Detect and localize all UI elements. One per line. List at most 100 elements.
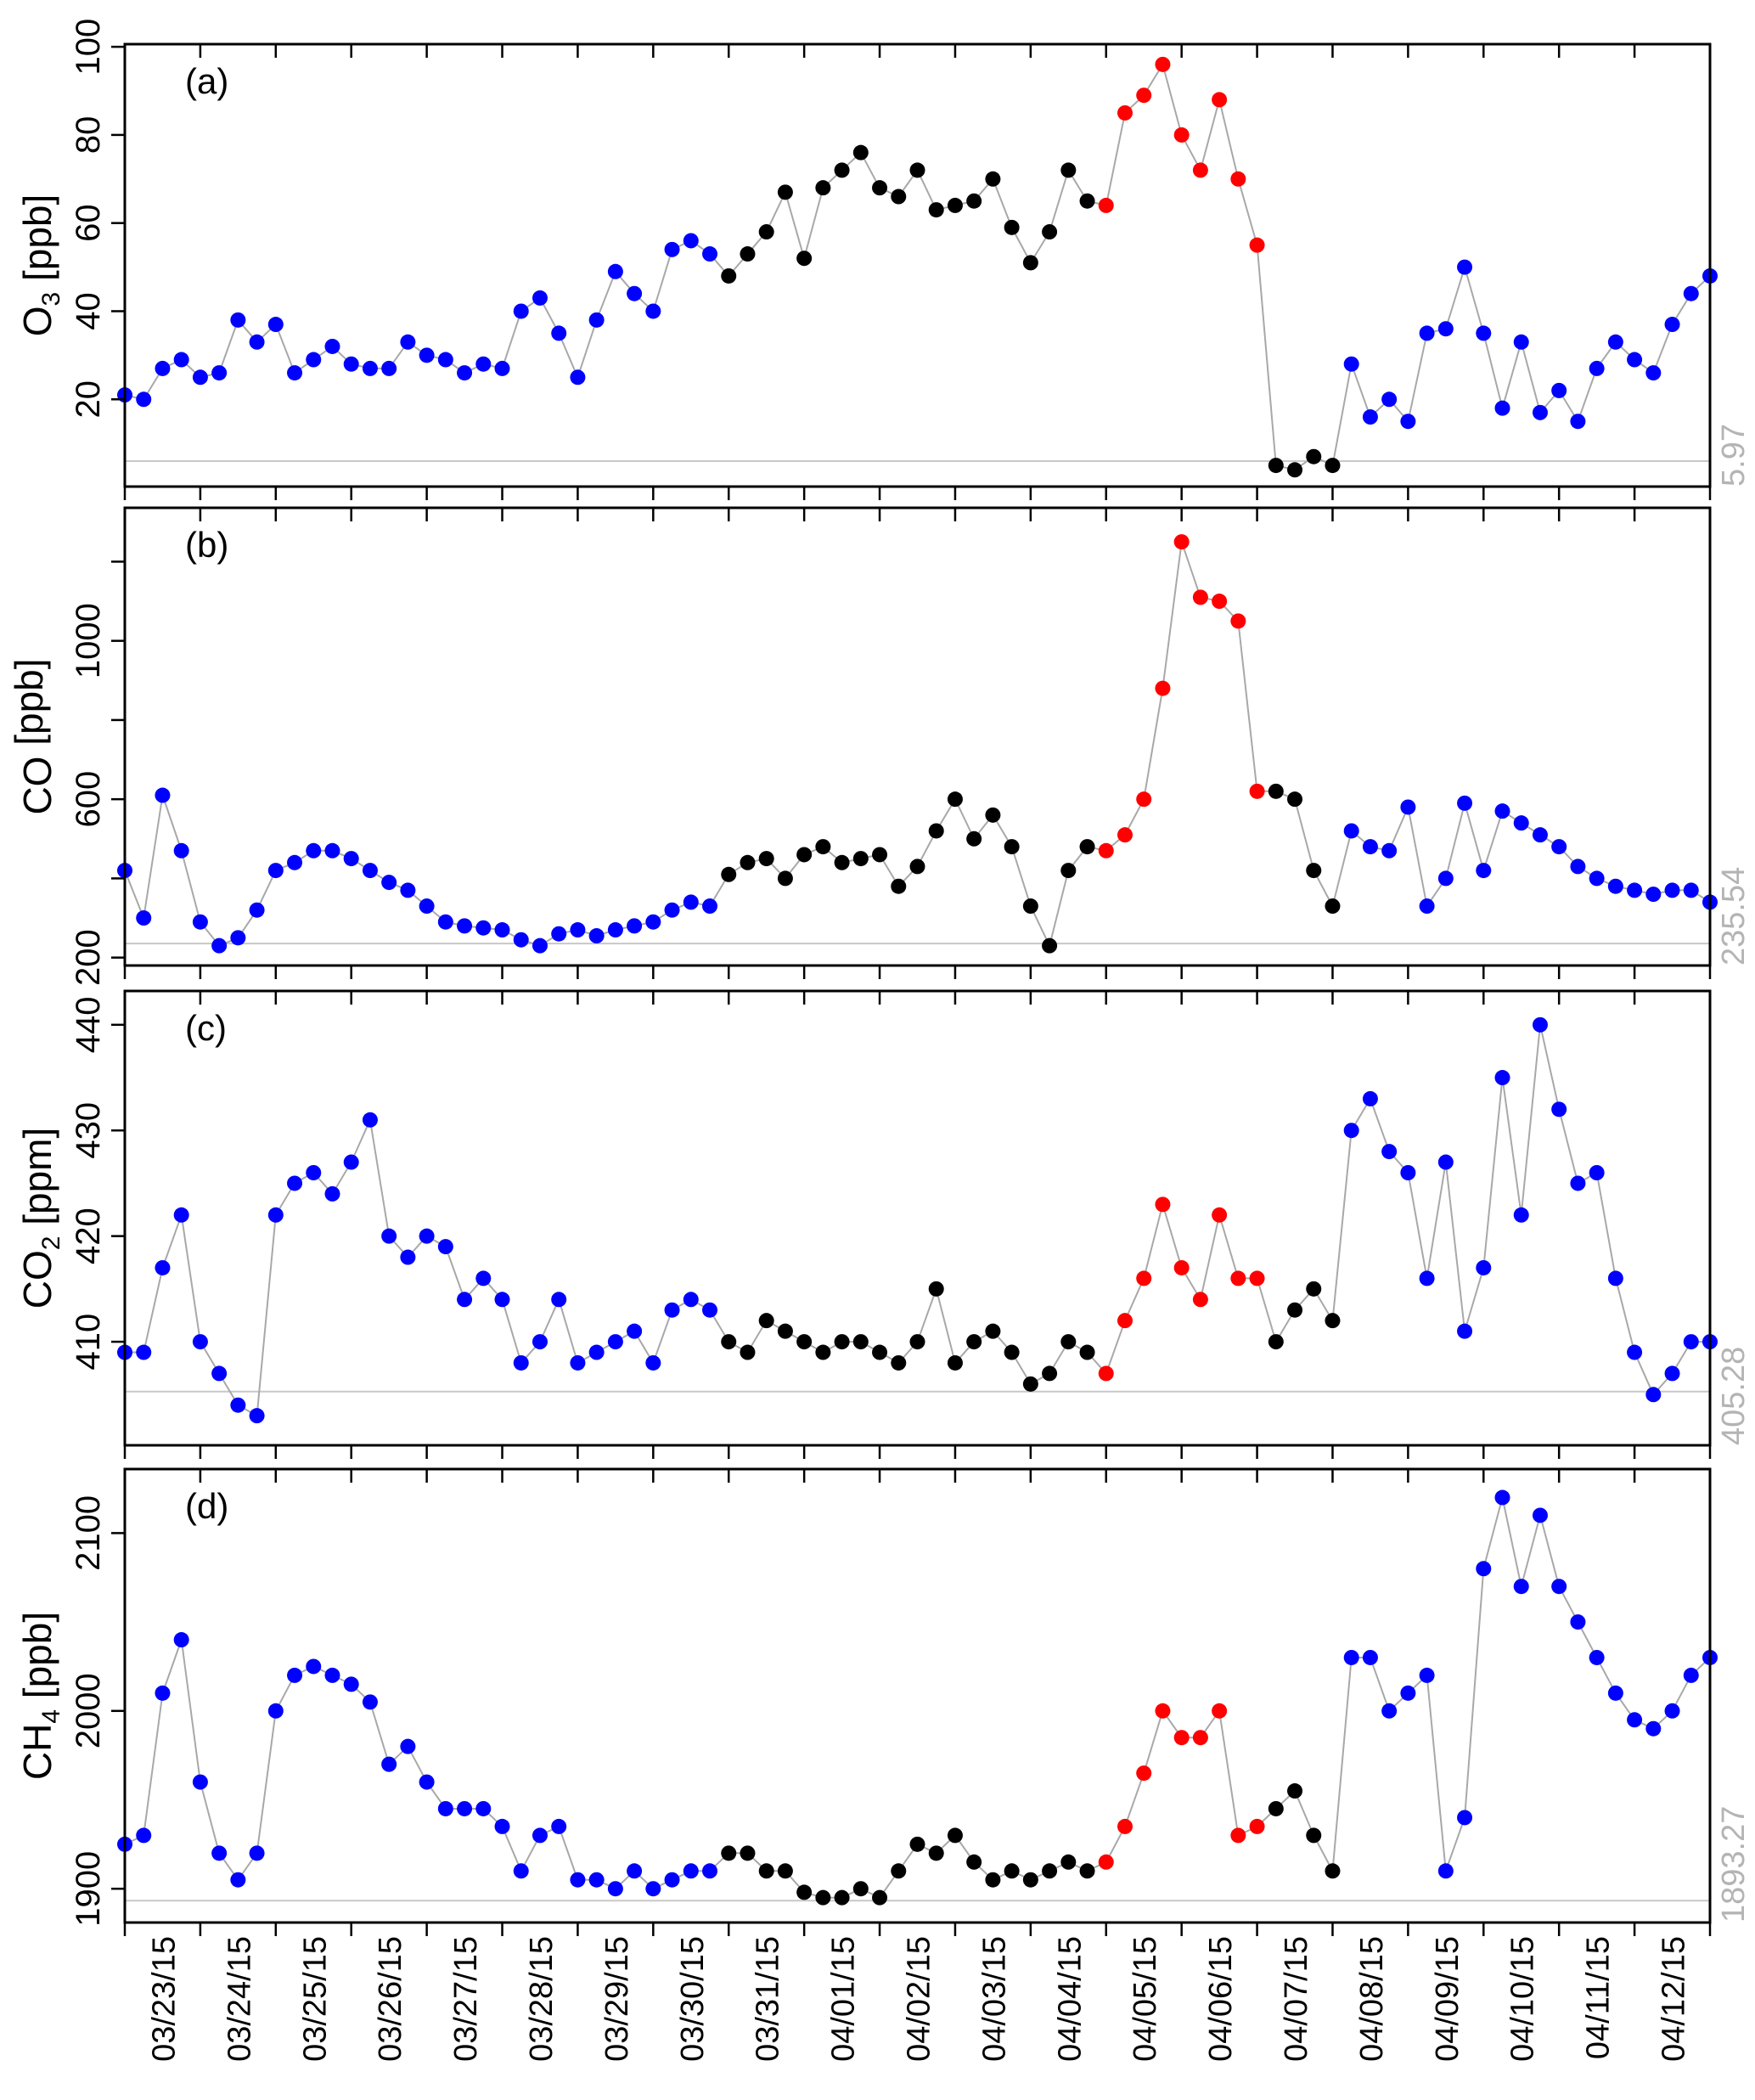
data-point (570, 1872, 586, 1888)
date-label: 03/26/15 (373, 1936, 408, 2062)
data-point (947, 197, 963, 213)
x-axis-date-labels: 03/23/15 03/24/15 03/25/15 03/26/15 03/27/15… (146, 1936, 1691, 2062)
data-point (1607, 334, 1623, 350)
data-point (1173, 1259, 1190, 1275)
data-point (1627, 882, 1643, 898)
data-point (1627, 1712, 1643, 1728)
data-point (1627, 352, 1643, 368)
data-point (362, 863, 378, 879)
data-point (1192, 1292, 1208, 1308)
panel-d: 1893.27 1900 2000 2100 CH4 [ppb] (d) (15, 1467, 1752, 1936)
data-point (1532, 1507, 1548, 1523)
data-point (324, 1667, 340, 1683)
data-point (551, 926, 567, 942)
data-point (1362, 1649, 1378, 1665)
data-point (1513, 1579, 1529, 1595)
data-point (702, 246, 718, 262)
data-point (1098, 842, 1114, 859)
data-point (249, 1845, 265, 1861)
data-point (909, 1836, 925, 1852)
data-point (627, 918, 643, 934)
data-point (457, 1292, 473, 1308)
data-point (872, 180, 888, 196)
data-point (1268, 1334, 1284, 1350)
data-point (136, 1344, 152, 1360)
data-point (1381, 391, 1398, 408)
date-label: 04/11/15 (1581, 1936, 1617, 2059)
data-point (758, 1863, 774, 1879)
data-point (551, 1292, 567, 1308)
data-point (1437, 870, 1454, 887)
data-point (985, 171, 1001, 187)
data-point (1419, 1667, 1435, 1683)
date-label: 04/02/15 (902, 1936, 937, 2062)
data-point (1042, 1863, 1058, 1879)
y-tick-label: 2000 (70, 1673, 107, 1748)
date-label: 04/04/15 (1052, 1936, 1088, 2062)
data-point (1419, 898, 1435, 915)
data-point (1022, 255, 1038, 271)
date-label: 03/23/15 (146, 1936, 182, 2062)
data-point (457, 918, 473, 934)
data-point (1664, 1703, 1680, 1719)
data-point (1589, 870, 1605, 887)
data-point (627, 1323, 643, 1339)
y-tick-label: 440 (70, 996, 107, 1053)
data-point (1004, 1863, 1020, 1879)
y-axis-species: O (15, 307, 59, 337)
data-point (645, 1354, 661, 1371)
data-point (1400, 1165, 1416, 1180)
data-point (852, 1881, 869, 1897)
data-point (211, 1845, 228, 1861)
y-axis-subscript: 3 (37, 292, 65, 307)
data-point (136, 910, 152, 926)
data-point (1079, 839, 1095, 855)
data-point (437, 1800, 453, 1816)
data-point (230, 930, 246, 946)
data-point (1268, 458, 1284, 474)
data-point (872, 1344, 888, 1360)
panel-tag-label: (a) (185, 61, 228, 101)
date-label: 03/30/15 (675, 1936, 711, 2062)
data-point (758, 1313, 774, 1329)
data-point (437, 914, 453, 930)
data-point (306, 842, 322, 859)
data-point (1004, 839, 1020, 855)
data-point (1117, 104, 1133, 121)
data-point (1457, 1810, 1473, 1826)
data-point (1645, 1387, 1662, 1403)
data-point (306, 1658, 322, 1675)
data-point (966, 830, 982, 847)
data-point (1551, 1579, 1567, 1595)
data-point (1476, 1561, 1492, 1577)
data-point (267, 1703, 284, 1719)
panel-frame (123, 42, 1712, 488)
data-point (796, 847, 813, 863)
data-point (891, 1863, 907, 1879)
data-point (1551, 382, 1567, 398)
data-point (1325, 1313, 1341, 1329)
data-point (1173, 127, 1190, 143)
data-point (475, 920, 492, 936)
date-label: 04/10/15 (1505, 1936, 1541, 2062)
data-point (230, 312, 246, 328)
data-point (570, 922, 586, 938)
data-point (1532, 404, 1548, 420)
data-point (1437, 1154, 1454, 1170)
data-point (287, 1667, 303, 1683)
data-point (607, 1334, 623, 1350)
y-tick-label: 80 (70, 116, 107, 155)
data-point (1513, 334, 1529, 350)
data-point (1362, 1090, 1378, 1106)
data-point (1325, 898, 1341, 915)
data-point (1079, 1863, 1095, 1879)
panel-frame (123, 506, 1712, 967)
data-point (1306, 1827, 1322, 1844)
data-point (1042, 224, 1058, 240)
data-point (1098, 1854, 1114, 1870)
data-point (928, 1845, 944, 1861)
data-point (1551, 839, 1567, 855)
date-label: 03/27/15 (448, 1936, 484, 2062)
y-tick-label: 40 (70, 292, 107, 330)
data-point (267, 317, 284, 333)
